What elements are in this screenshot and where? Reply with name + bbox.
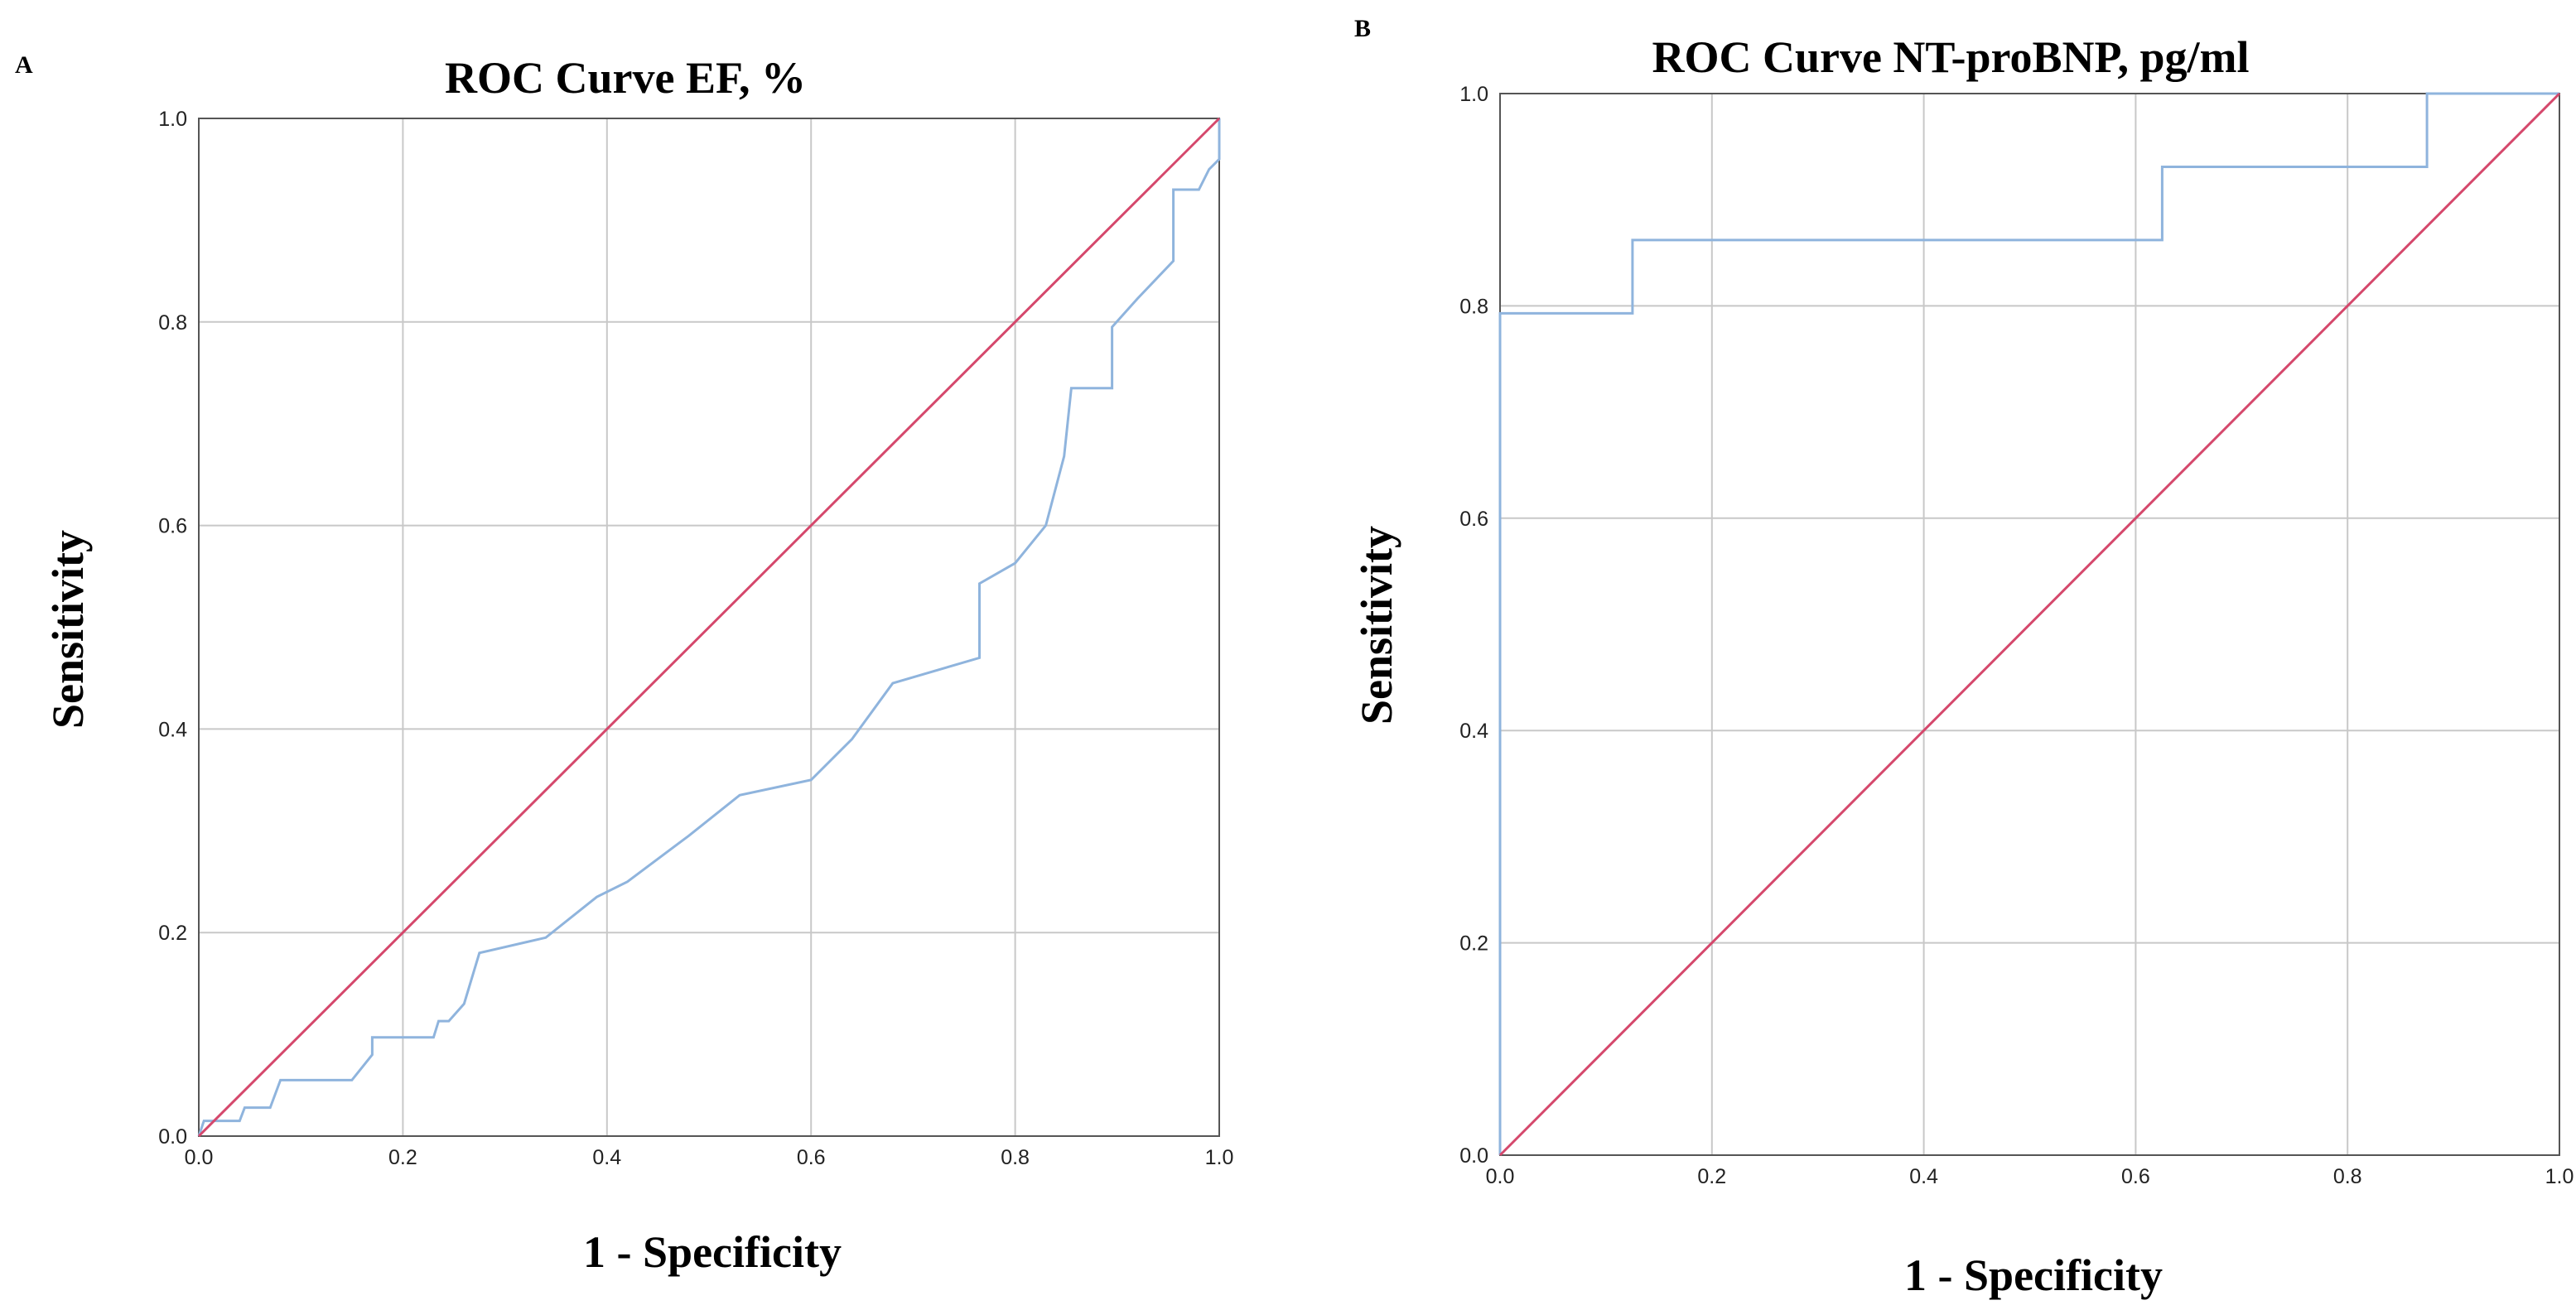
y-tick-label: 0.2 [158, 922, 187, 945]
y-tick-label: 0.0 [158, 1125, 187, 1149]
y-tick-label: 0.4 [1459, 720, 1488, 743]
x-tick-label: 0.2 [1697, 1165, 1726, 1188]
roc-chart-ef: A 0.0 0.2 0.4 0.6 0.8 1.0 0.0 0.2 0.4 0.6 0.8 1.0 RO… [15, 51, 1234, 1277]
roc-curve-line [1498, 92, 2559, 1155]
x-tick-label: 0.4 [592, 1146, 621, 1169]
chart-title: ROC Curve NT-proBNP, pg/ml [1652, 32, 2249, 82]
x-tick-label: 1.0 [2545, 1165, 2574, 1188]
x-tick-label: 0.2 [388, 1146, 417, 1169]
y-tick-label: 0.6 [158, 515, 187, 538]
y-tick-label: 0.8 [1459, 295, 1488, 318]
panel-letter-b: B [1354, 15, 1372, 42]
x-tick-label: 0.8 [2333, 1165, 2362, 1188]
y-tick-label: 0.2 [1459, 932, 1488, 956]
x-tick-label: 0.8 [1001, 1146, 1030, 1169]
reference-diagonal-line [1498, 92, 2561, 1157]
x-axis-label: 1 - Specificity [583, 1227, 842, 1277]
roc-plot-ntprobnp: 0.0 0.2 0.4 0.6 0.8 1.0 0.0 0.2 0.4 0.6 0.8 1.0 ROC … [1352, 32, 2574, 1300]
chart-title: ROC Curve EF, % [445, 53, 806, 103]
y-tick-label: 0.8 [158, 311, 187, 335]
x-axis-label: 1 - Specificity [1904, 1250, 2163, 1300]
plot-frame [198, 118, 1220, 1137]
roc-curve-line [197, 118, 1221, 1137]
y-axis-label: Sensitivity [1352, 526, 1401, 725]
panel-letter-a: A [15, 51, 33, 79]
x-tick-label: 0.6 [797, 1146, 826, 1169]
y-tick-label: 0.4 [158, 718, 187, 741]
x-tick-label: 0.0 [1486, 1165, 1515, 1188]
y-tick-label: 0.6 [1459, 508, 1488, 531]
x-tick-label: 0.6 [2121, 1165, 2150, 1188]
x-tick-label: 1.0 [1205, 1146, 1234, 1169]
roc-plot-ef: 0.0 0.2 0.4 0.6 0.8 1.0 0.0 0.2 0.4 0.6 0.8 1.0 ROC … [43, 53, 1234, 1277]
y-tick-label: 0.0 [1459, 1144, 1488, 1168]
x-tick-label: 0.0 [185, 1146, 214, 1169]
roc-chart-ntprobnp: B 0.0 0.2 0.4 0.6 0.8 1.0 0.0 0.2 0.4 0.6 0.8 1.0 RO… [1288, 0, 2576, 1310]
x-tick-label: 0.4 [1909, 1165, 1938, 1188]
reference-diagonal-line [197, 117, 1221, 1138]
y-tick-label: 1.0 [1459, 83, 1488, 106]
y-tick-label: 1.0 [158, 108, 187, 131]
y-axis-label: Sensitivity [43, 530, 93, 729]
